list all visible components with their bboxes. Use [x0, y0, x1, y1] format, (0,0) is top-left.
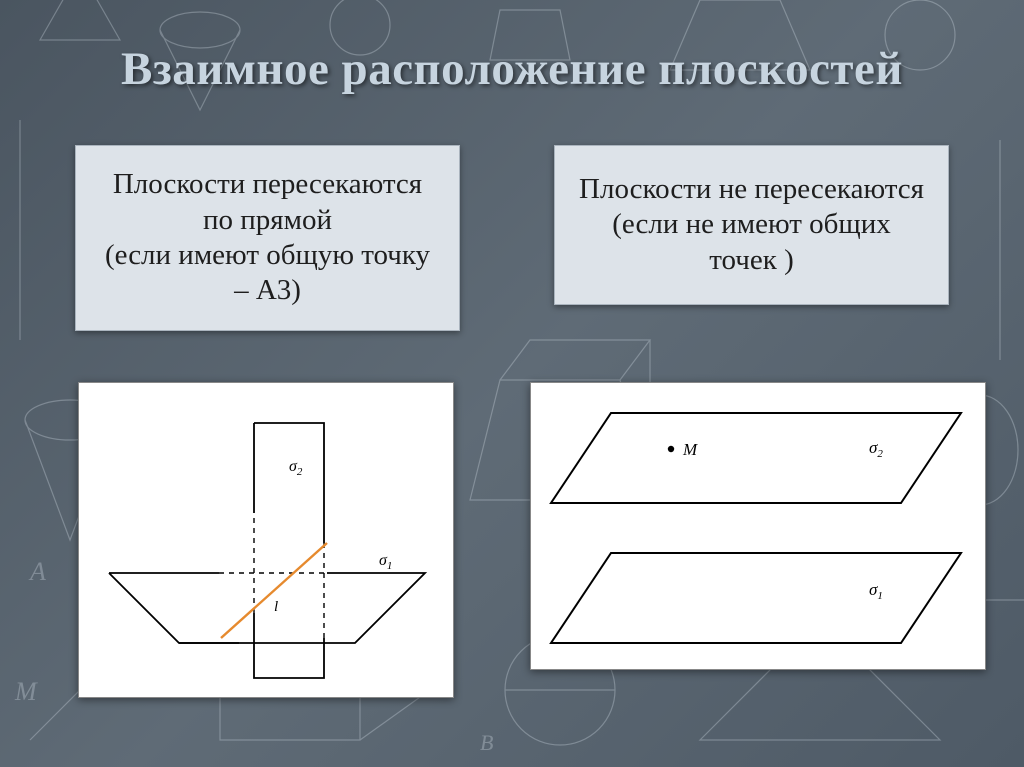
- card-intersecting: Плоскости пересекаются по прямой (если и…: [75, 145, 460, 331]
- svg-text:A: A: [28, 557, 46, 586]
- plane-sigma1: [109, 573, 425, 643]
- card-line1: Плоскости не пересекаются: [575, 172, 928, 207]
- svg-text:B: B: [480, 730, 493, 755]
- card-line2: (если не имеют общих точек ): [575, 207, 928, 278]
- point-m-label: M: [682, 440, 698, 459]
- sigma2-label: σ2: [869, 438, 883, 460]
- card-line2: (если имеют общую точку – А3): [96, 238, 439, 309]
- plane-bottom: σ1: [551, 553, 961, 643]
- card-line1: Плоскости пересекаются по прямой: [96, 167, 439, 238]
- diagram-parallel-planes: M σ2 σ1: [530, 382, 986, 670]
- line-l-label: l: [274, 599, 278, 615]
- intersection-line: [221, 543, 327, 638]
- diagram-intersecting-planes: σ2 σ1 l: [78, 382, 454, 698]
- slide-title: Взаимное расположение плоскостей: [0, 42, 1024, 96]
- sigma2-label: σ2: [289, 458, 303, 478]
- point-m: [668, 446, 674, 452]
- svg-text:M: M: [14, 677, 38, 706]
- sigma1-label: σ1: [379, 552, 392, 572]
- sigma1-label: σ1: [869, 580, 883, 602]
- plane-top: M σ2: [551, 413, 961, 503]
- card-parallel: Плоскости не пересекаются (если не имеют…: [554, 145, 949, 305]
